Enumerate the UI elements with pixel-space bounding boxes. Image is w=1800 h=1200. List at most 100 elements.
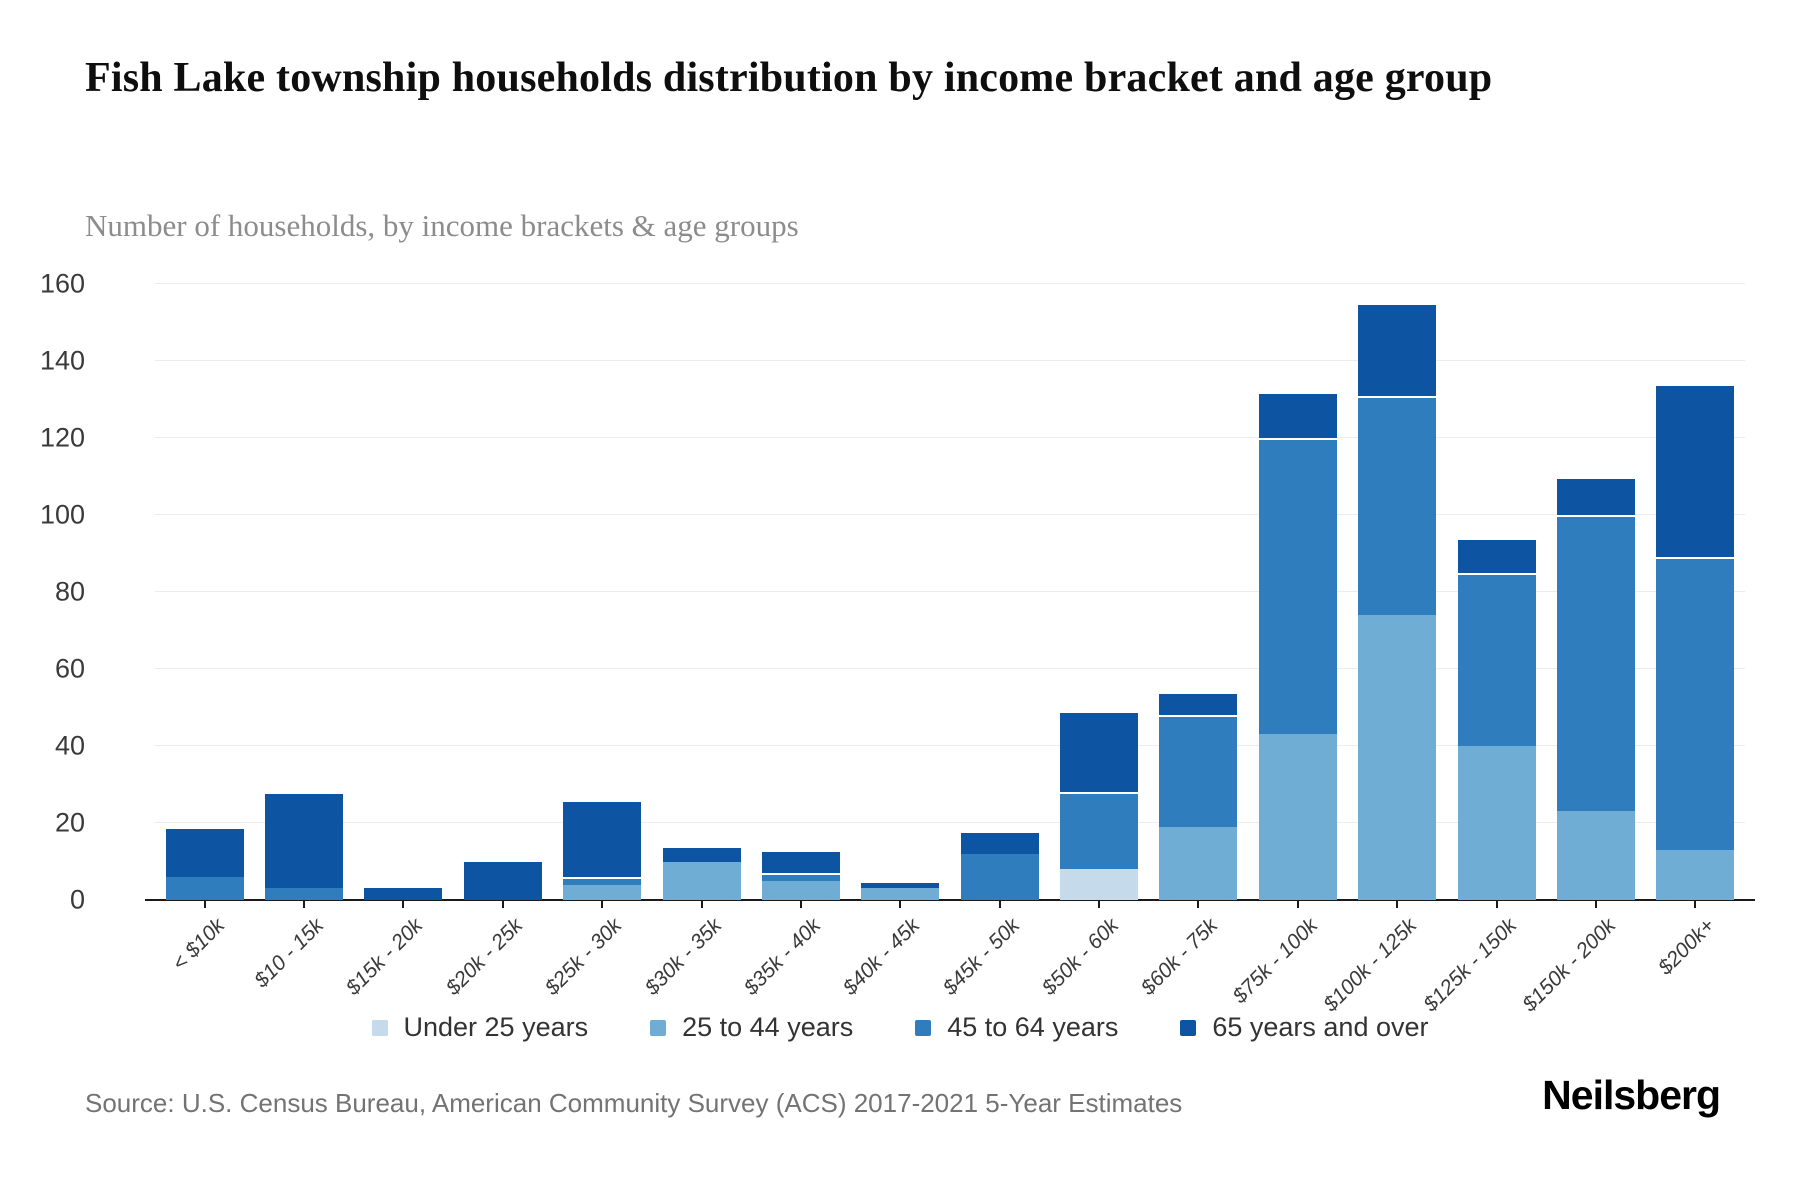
bar-15k-20k — [364, 888, 443, 900]
bar-60k-75k — [1159, 692, 1238, 900]
gridline-y-20 — [155, 822, 1745, 823]
bar-50k-60k — [1060, 711, 1139, 900]
bar-segment[interactable] — [1159, 692, 1238, 716]
gridline-y-40 — [155, 745, 1745, 746]
x-tick-label: $15k - 20k — [342, 914, 428, 1000]
gridline-y-100 — [155, 514, 1745, 515]
bar-125k-150k — [1457, 538, 1536, 900]
plot-area: 0 20 40 60 80 100 120 140 160 < $10k $10 - 15k $15k… — [40, 245, 1755, 1016]
bar-20k-25k — [463, 861, 542, 900]
bar-45k-50k — [960, 830, 1039, 900]
x-tick-label: $20k - 25k — [441, 914, 528, 1000]
legend-label: 25 to 44 years — [682, 1012, 854, 1042]
y-tick-label-120: 120 — [39, 422, 85, 453]
bar-segment[interactable] — [662, 846, 741, 862]
bar-segment[interactable] — [1159, 826, 1238, 900]
x-tick — [700, 900, 703, 908]
legend-swatch-icon — [371, 1019, 388, 1036]
bar-segment[interactable] — [1060, 792, 1139, 870]
legend-label: 45 to 64 years — [947, 1012, 1119, 1042]
legend-item-25-to-44-years[interactable]: 25 to 44 years — [650, 1012, 853, 1043]
bar-segment[interactable] — [265, 888, 344, 900]
bar-segment[interactable] — [165, 876, 244, 900]
bar-segment[interactable] — [1060, 711, 1139, 793]
x-tick-label: $100k - 125k — [1319, 914, 1422, 1017]
legend-item-45-to-64-years[interactable]: 45 to 64 years — [915, 1012, 1118, 1043]
legend-swatch-icon — [1180, 1019, 1197, 1036]
gridline-y-80 — [155, 591, 1745, 592]
bar-segment[interactable] — [1556, 811, 1635, 900]
bar-segment[interactable] — [761, 849, 840, 874]
bar-segment[interactable] — [1358, 303, 1437, 396]
legend-swatch-icon — [915, 1019, 932, 1036]
x-tick — [203, 900, 206, 908]
bar-segment[interactable] — [1358, 615, 1437, 900]
bar-segment[interactable] — [1060, 869, 1139, 900]
bar-segment[interactable] — [563, 799, 642, 877]
y-tick-label-60: 60 — [54, 653, 85, 684]
y-tick-label-140: 140 — [39, 345, 85, 376]
x-tick-label: $150k - 200k — [1518, 914, 1621, 1017]
x-tick-label: $45k - 50k — [938, 914, 1024, 1000]
y-tick-label-80: 80 — [54, 576, 85, 607]
legend-item-under-25-years[interactable]: Under 25 years — [371, 1012, 589, 1043]
bar-segment[interactable] — [1556, 476, 1635, 516]
x-tick-label: < $10k — [167, 914, 229, 976]
bar-30k-35k — [662, 846, 741, 900]
bar-segment[interactable] — [1457, 572, 1536, 746]
x-tick-label: $125k - 150k — [1418, 914, 1521, 1017]
bar-segment[interactable] — [861, 888, 940, 900]
legend: Under 25 years 25 to 44 years 45 to 64 yea… — [0, 1012, 1800, 1043]
bar-segment[interactable] — [1159, 715, 1238, 827]
bar-35k-40k — [761, 849, 840, 900]
bar-segment[interactable] — [1258, 734, 1337, 900]
bar-segment[interactable] — [761, 880, 840, 900]
bar-segment[interactable] — [563, 884, 642, 900]
chart-title: Fish Lake township households distributi… — [85, 55, 1493, 101]
x-tick — [1594, 900, 1597, 908]
bar-10k — [165, 826, 244, 900]
bar-segment[interactable] — [1656, 384, 1735, 558]
bar-40k-45k — [861, 880, 940, 900]
x-axis-line — [145, 899, 1755, 901]
legend-item-65-years-and-over[interactable]: 65 years and over — [1180, 1012, 1429, 1043]
x-tick — [402, 900, 405, 908]
x-tick — [1396, 900, 1399, 908]
bar-segment[interactable] — [1258, 391, 1337, 439]
x-tick-label: $10 - 15k — [250, 914, 329, 993]
bar-segment[interactable] — [1258, 438, 1337, 735]
bar-segment[interactable] — [960, 853, 1039, 900]
x-tick — [601, 900, 604, 908]
x-tick — [1197, 900, 1200, 908]
bar-200k+ — [1656, 384, 1735, 900]
bar-segment[interactable] — [463, 861, 542, 900]
x-tick — [1694, 900, 1697, 908]
x-tick — [799, 900, 802, 908]
bar-75k-100k — [1258, 391, 1337, 900]
bar-segment[interactable] — [165, 826, 244, 877]
bar-segment[interactable] — [1656, 557, 1735, 850]
bar-segment[interactable] — [364, 888, 443, 900]
x-tick-label: $30k - 35k — [640, 914, 726, 1000]
x-tick — [501, 900, 504, 908]
bar-segment[interactable] — [1457, 746, 1536, 900]
x-tick — [1495, 900, 1498, 908]
bar-segment[interactable] — [1358, 395, 1437, 616]
y-tick-label-20: 20 — [54, 807, 85, 838]
legend-label: Under 25 years — [403, 1012, 589, 1042]
bar-segment[interactable] — [563, 876, 642, 885]
bar-segment[interactable] — [960, 830, 1039, 854]
bar-segment[interactable] — [761, 873, 840, 881]
y-tick-label-100: 100 — [39, 499, 85, 530]
y-tick-label-0: 0 — [69, 884, 85, 915]
bar-segment[interactable] — [662, 861, 741, 900]
x-tick-label: $75k - 100k — [1228, 914, 1323, 1008]
x-tick-label: $50k - 60k — [1037, 914, 1124, 1000]
legend-swatch-icon — [650, 1019, 667, 1036]
x-tick-label: $25k - 30k — [540, 914, 627, 1000]
bar-segment[interactable] — [861, 880, 940, 889]
bar-segment[interactable] — [1656, 849, 1735, 900]
bar-segment[interactable] — [1457, 538, 1536, 573]
bar-segment[interactable] — [265, 792, 344, 889]
bar-segment[interactable] — [1556, 515, 1635, 812]
